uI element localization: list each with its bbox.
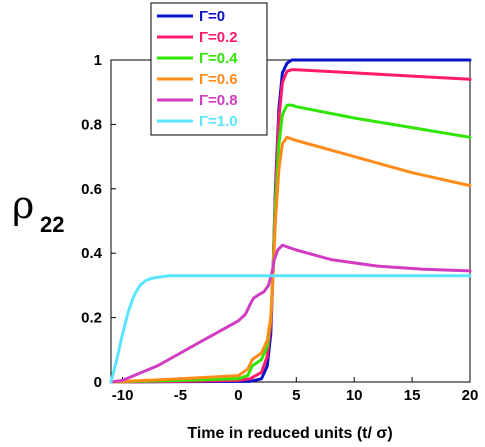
legend-label-2: Γ=0.4 <box>199 50 238 67</box>
legend-label-5: Γ=1.0 <box>199 113 238 130</box>
y-tick-label: 1 <box>94 52 102 69</box>
legend-label-3: Γ=0.6 <box>199 71 238 88</box>
y-axis-label: ρ <box>12 183 34 227</box>
x-axis-label: Time in reduced units (t/ σ) <box>187 425 392 442</box>
legend: Γ=0 Γ=0.2 Γ=0.4 Γ=0.6 Γ=0.8 Γ=1.0 <box>150 2 268 136</box>
legend-label-4: Γ=0.8 <box>199 92 238 109</box>
x-tick-label: 5 <box>292 387 300 404</box>
x-tick-label: -5 <box>174 387 187 404</box>
y-axis-ticks: 0 0.2 0.4 0.6 0.8 1 <box>81 52 116 391</box>
y-tick-label: 0.6 <box>81 181 102 198</box>
x-tick-label: 15 <box>404 387 421 404</box>
series-line-4 <box>109 243 472 384</box>
y-tick-label: 0.4 <box>81 245 103 262</box>
y-tick-label: 0.8 <box>81 116 102 133</box>
series-line-2 <box>109 103 472 384</box>
y-tick-label: 0.2 <box>81 310 102 327</box>
legend-label-1: Γ=0.2 <box>199 29 238 46</box>
legend-box <box>150 2 268 136</box>
series-line-5 <box>109 274 472 384</box>
x-axis-ticks: -10 -5 0 5 10 15 20 <box>112 377 479 404</box>
series-line-3 <box>109 135 472 384</box>
x-tick-label: 10 <box>346 387 363 404</box>
legend-label-0: Γ=0 <box>199 8 225 25</box>
y-tick-label: 0 <box>94 374 102 391</box>
series-lines <box>109 58 472 384</box>
x-tick-label: 20 <box>462 387 479 404</box>
y-axis-label-subscript: 22 <box>40 212 64 237</box>
x-tick-label: 0 <box>234 387 242 404</box>
x-tick-label: -10 <box>112 387 134 404</box>
